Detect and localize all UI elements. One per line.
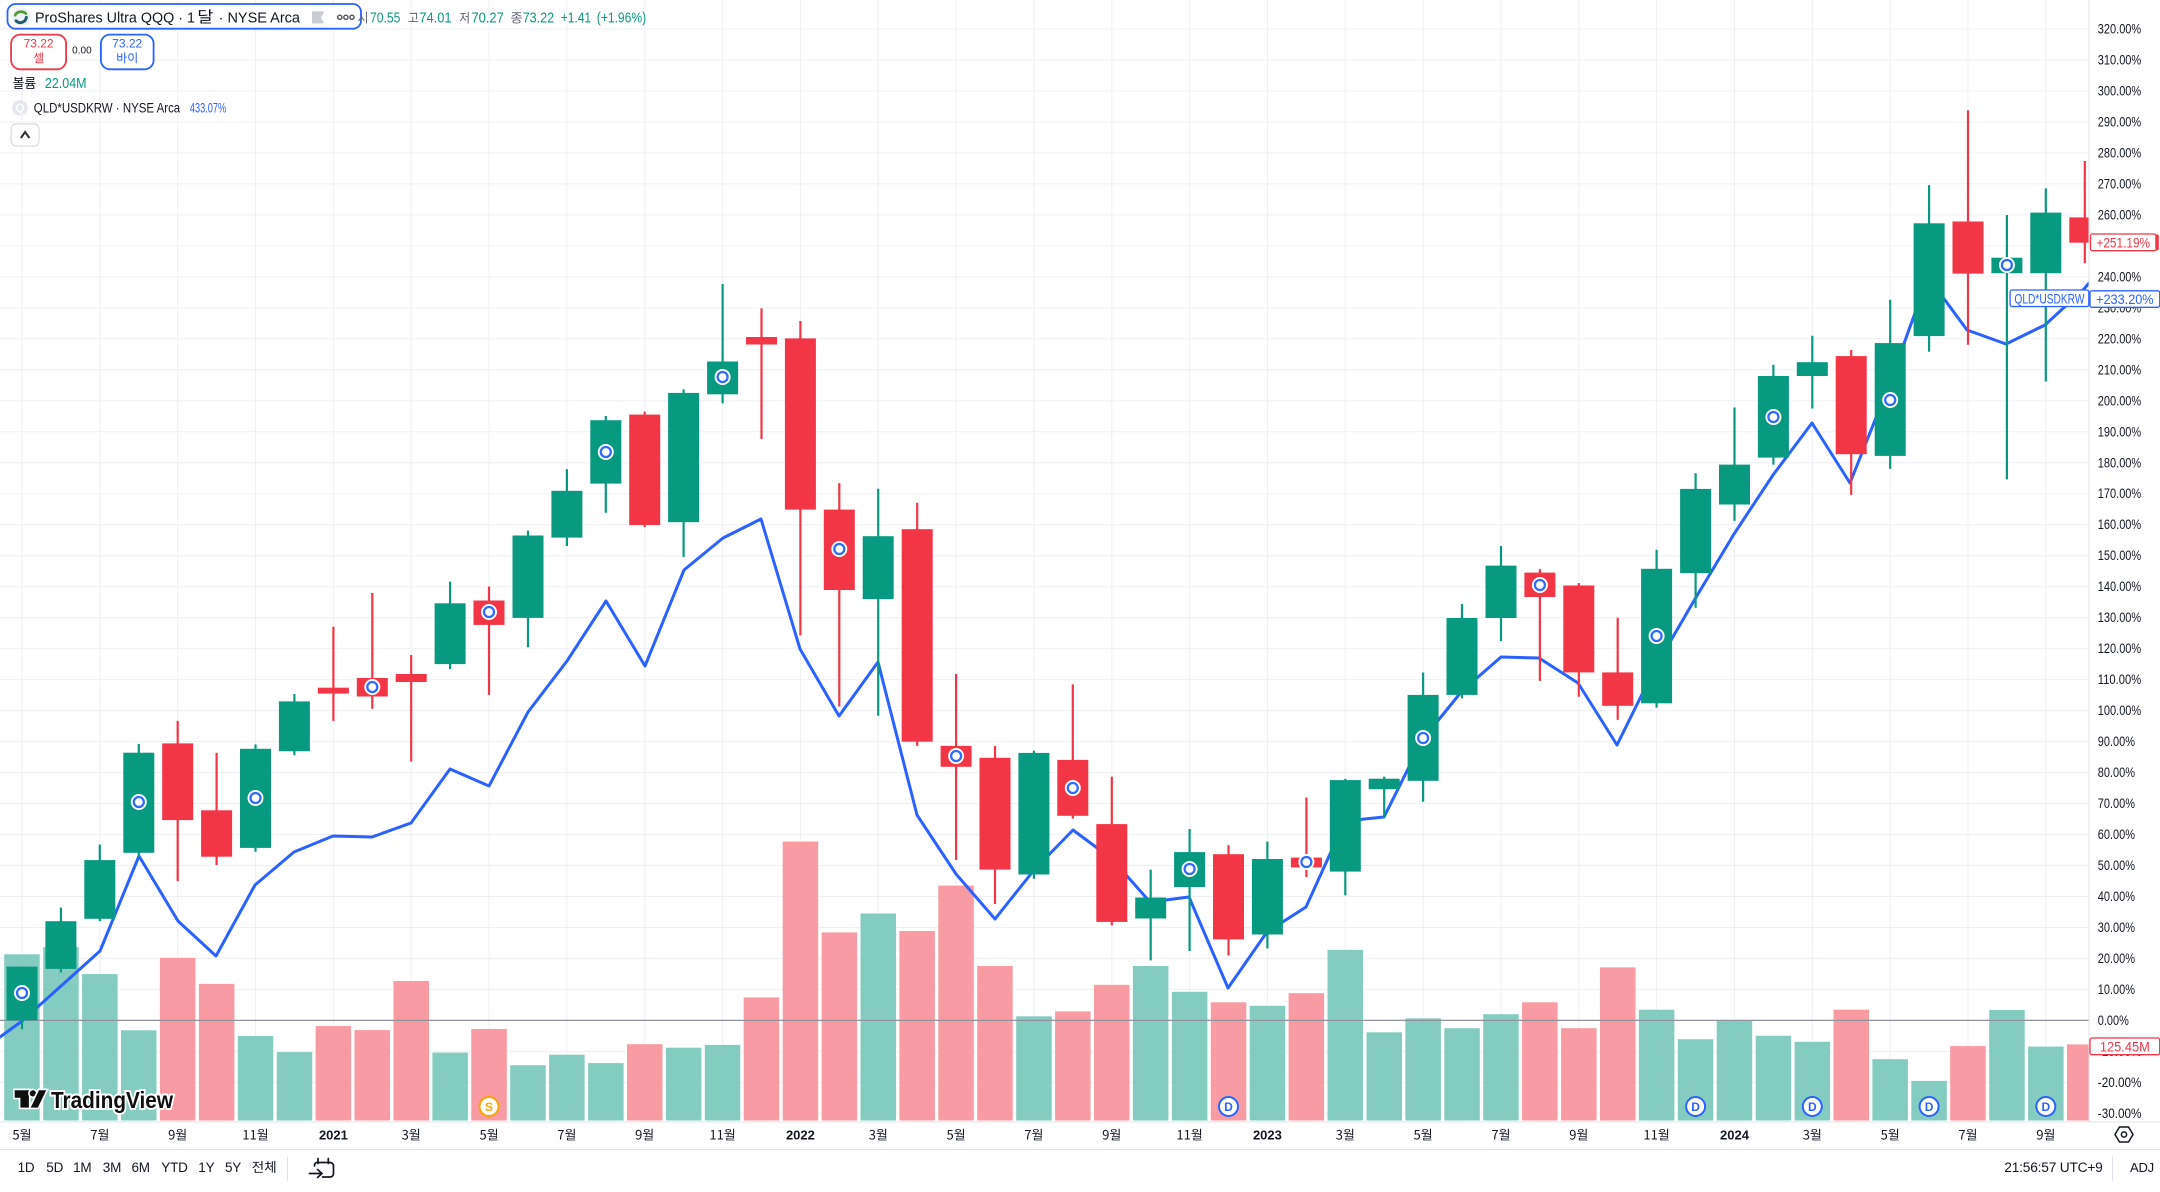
svg-text:ProShares Ultra QQQ · 1: ProShares Ultra QQQ · 1 xyxy=(35,11,195,27)
svg-text:-30.00%: -30.00% xyxy=(2098,1106,2142,1121)
svg-text:QLD*USDKRW · NYSE Arca: QLD*USDKRW · NYSE Arca xyxy=(34,101,181,116)
svg-text:180.00%: 180.00% xyxy=(2098,455,2141,470)
svg-text:1Y: 1Y xyxy=(198,1160,214,1175)
svg-text:73.22: 73.22 xyxy=(523,11,554,27)
svg-text:D: D xyxy=(1808,1100,1817,1114)
svg-text:260.00%: 260.00% xyxy=(2098,207,2141,222)
svg-text:120.00%: 120.00% xyxy=(2098,641,2141,656)
svg-text:290.00%: 290.00% xyxy=(2098,115,2141,130)
svg-text:D: D xyxy=(1925,1100,1934,1114)
svg-text:21:56:57 UTC+9: 21:56:57 UTC+9 xyxy=(2004,1160,2102,1175)
svg-text:240.00%: 240.00% xyxy=(2098,269,2141,284)
svg-text:2022: 2022 xyxy=(786,1128,815,1143)
svg-text:50.00%: 50.00% xyxy=(2098,858,2135,873)
svg-text:300.00%: 300.00% xyxy=(2098,84,2141,99)
svg-text:-20.00%: -20.00% xyxy=(2098,1075,2142,1090)
svg-text:D: D xyxy=(2041,1100,2050,1114)
svg-text:ADJ: ADJ xyxy=(2130,1160,2154,1175)
svg-text:(+1.96%): (+1.96%) xyxy=(597,11,646,27)
svg-text:73.22: 73.22 xyxy=(112,36,142,50)
svg-text:2024: 2024 xyxy=(1720,1128,1750,1143)
svg-text:310.00%: 310.00% xyxy=(2098,53,2141,68)
svg-text:40.00%: 40.00% xyxy=(2098,889,2135,904)
svg-text:TradingView: TradingView xyxy=(51,1087,174,1113)
svg-text:70.55: 70.55 xyxy=(370,11,400,27)
svg-text:220.00%: 220.00% xyxy=(2098,331,2141,346)
svg-text:100.00%: 100.00% xyxy=(2098,703,2141,718)
svg-text:0.00%: 0.00% xyxy=(2098,1013,2129,1028)
svg-text:160.00%: 160.00% xyxy=(2098,517,2141,532)
svg-text:YTD: YTD xyxy=(161,1160,188,1175)
svg-text:110.00%: 110.00% xyxy=(2098,672,2141,687)
svg-text:200.00%: 200.00% xyxy=(2098,393,2141,408)
svg-text:70.27: 70.27 xyxy=(472,11,504,27)
svg-text:190.00%: 190.00% xyxy=(2098,424,2141,439)
svg-text:+233.20%: +233.20% xyxy=(2096,291,2154,307)
svg-text:433.07%: 433.07% xyxy=(190,101,226,116)
svg-text:73.22: 73.22 xyxy=(24,36,54,50)
svg-text:D: D xyxy=(1691,1100,1700,1114)
svg-text:20.00%: 20.00% xyxy=(2098,951,2135,966)
svg-text:320.00%: 320.00% xyxy=(2098,22,2141,37)
svg-text:280.00%: 280.00% xyxy=(2098,146,2141,161)
svg-text:150.00%: 150.00% xyxy=(2098,548,2141,563)
svg-text:125.45M: 125.45M xyxy=(2100,1038,2150,1054)
svg-text:170.00%: 170.00% xyxy=(2098,486,2141,501)
svg-text:3M: 3M xyxy=(103,1160,121,1175)
svg-text:22.04M: 22.04M xyxy=(45,76,87,92)
svg-text:80.00%: 80.00% xyxy=(2098,765,2135,780)
svg-text:90.00%: 90.00% xyxy=(2098,734,2135,749)
svg-text:10.00%: 10.00% xyxy=(2098,982,2135,997)
svg-text:S: S xyxy=(485,1100,493,1114)
svg-text:5Y: 5Y xyxy=(225,1160,241,1175)
svg-text:70.00%: 70.00% xyxy=(2098,796,2135,811)
svg-text:74.01: 74.01 xyxy=(419,11,451,27)
svg-text:5D: 5D xyxy=(46,1160,63,1175)
svg-text:+251.19%: +251.19% xyxy=(2096,234,2150,250)
svg-text:QLD*USDKRW: QLD*USDKRW xyxy=(2014,290,2085,306)
svg-text:+1.41: +1.41 xyxy=(561,11,591,27)
svg-text:· NYSE Arca: · NYSE Arca xyxy=(219,11,301,27)
svg-text:30.00%: 30.00% xyxy=(2098,920,2135,935)
svg-text:1M: 1M xyxy=(73,1160,91,1175)
svg-text:270.00%: 270.00% xyxy=(2098,176,2141,191)
svg-text:1D: 1D xyxy=(18,1160,35,1175)
svg-text:140.00%: 140.00% xyxy=(2098,579,2141,594)
svg-text:6M: 6M xyxy=(132,1160,150,1175)
svg-text:210.00%: 210.00% xyxy=(2098,362,2141,377)
svg-text:0.00: 0.00 xyxy=(72,45,92,56)
svg-text:2023: 2023 xyxy=(1253,1128,1282,1143)
svg-text:2021: 2021 xyxy=(319,1128,348,1143)
svg-text:D: D xyxy=(1224,1100,1233,1114)
svg-text:Q: Q xyxy=(16,103,25,115)
svg-text:60.00%: 60.00% xyxy=(2098,827,2135,842)
svg-text:130.00%: 130.00% xyxy=(2098,610,2141,625)
